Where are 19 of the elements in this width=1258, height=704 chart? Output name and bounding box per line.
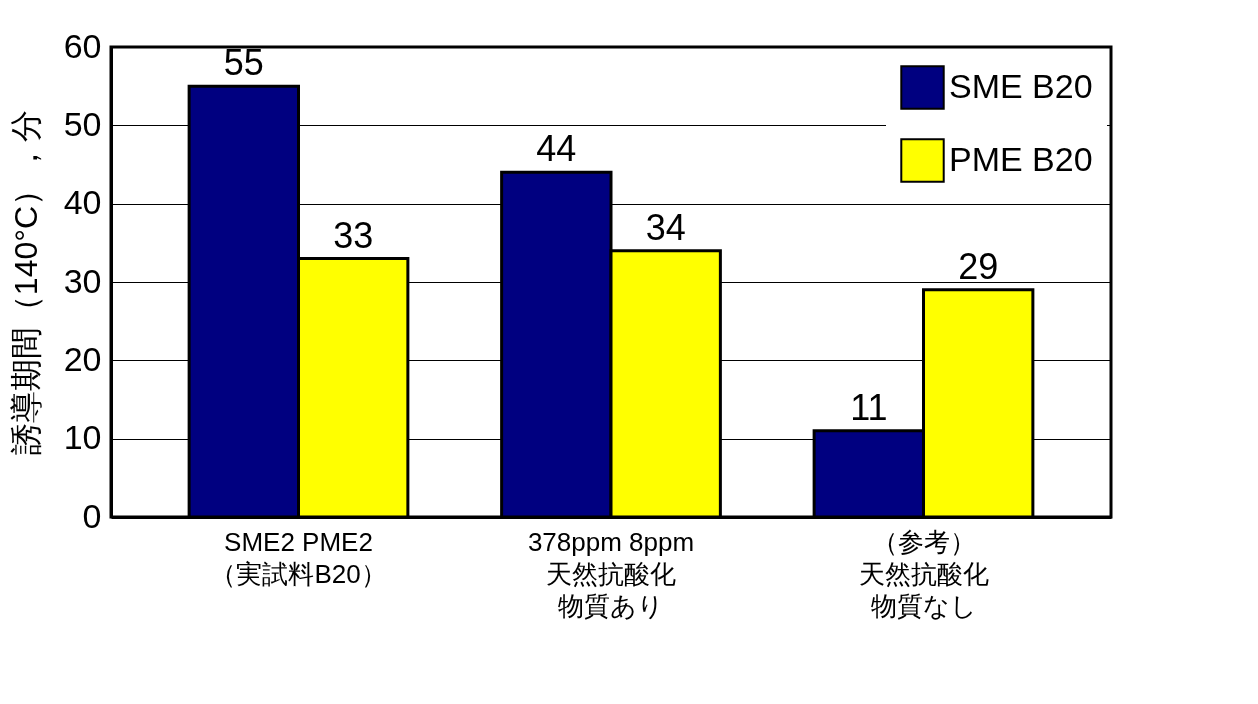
y-tick-label: 60 xyxy=(63,26,102,65)
x-tick-label: 378ppm 8ppm 天然抗酸化物質あり xyxy=(527,526,695,621)
data-label: 33 xyxy=(333,214,374,256)
y-tick-label: 10 xyxy=(63,418,102,457)
y-tick-label: 40 xyxy=(63,183,102,222)
y-tick-label: 20 xyxy=(63,339,102,378)
x-tick-label: SME2 PME2 （実試料B20） xyxy=(210,526,387,589)
y-tick-label: 50 xyxy=(63,104,102,143)
y-axis-title: 誘導期間（140°C），分 xyxy=(7,109,44,456)
legend-label: PME B20 xyxy=(949,139,1093,178)
y-tick-label: 30 xyxy=(63,261,102,300)
data-label: 55 xyxy=(223,42,264,84)
x-tick-label: （参考）天然抗酸化物質なし xyxy=(858,526,989,621)
data-label: 11 xyxy=(850,386,888,428)
data-label: 29 xyxy=(958,245,999,287)
data-label: 44 xyxy=(536,128,577,170)
y-tick-label: 0 xyxy=(82,496,102,535)
legend-label: SME B20 xyxy=(949,66,1093,105)
data-label: 34 xyxy=(645,206,686,248)
